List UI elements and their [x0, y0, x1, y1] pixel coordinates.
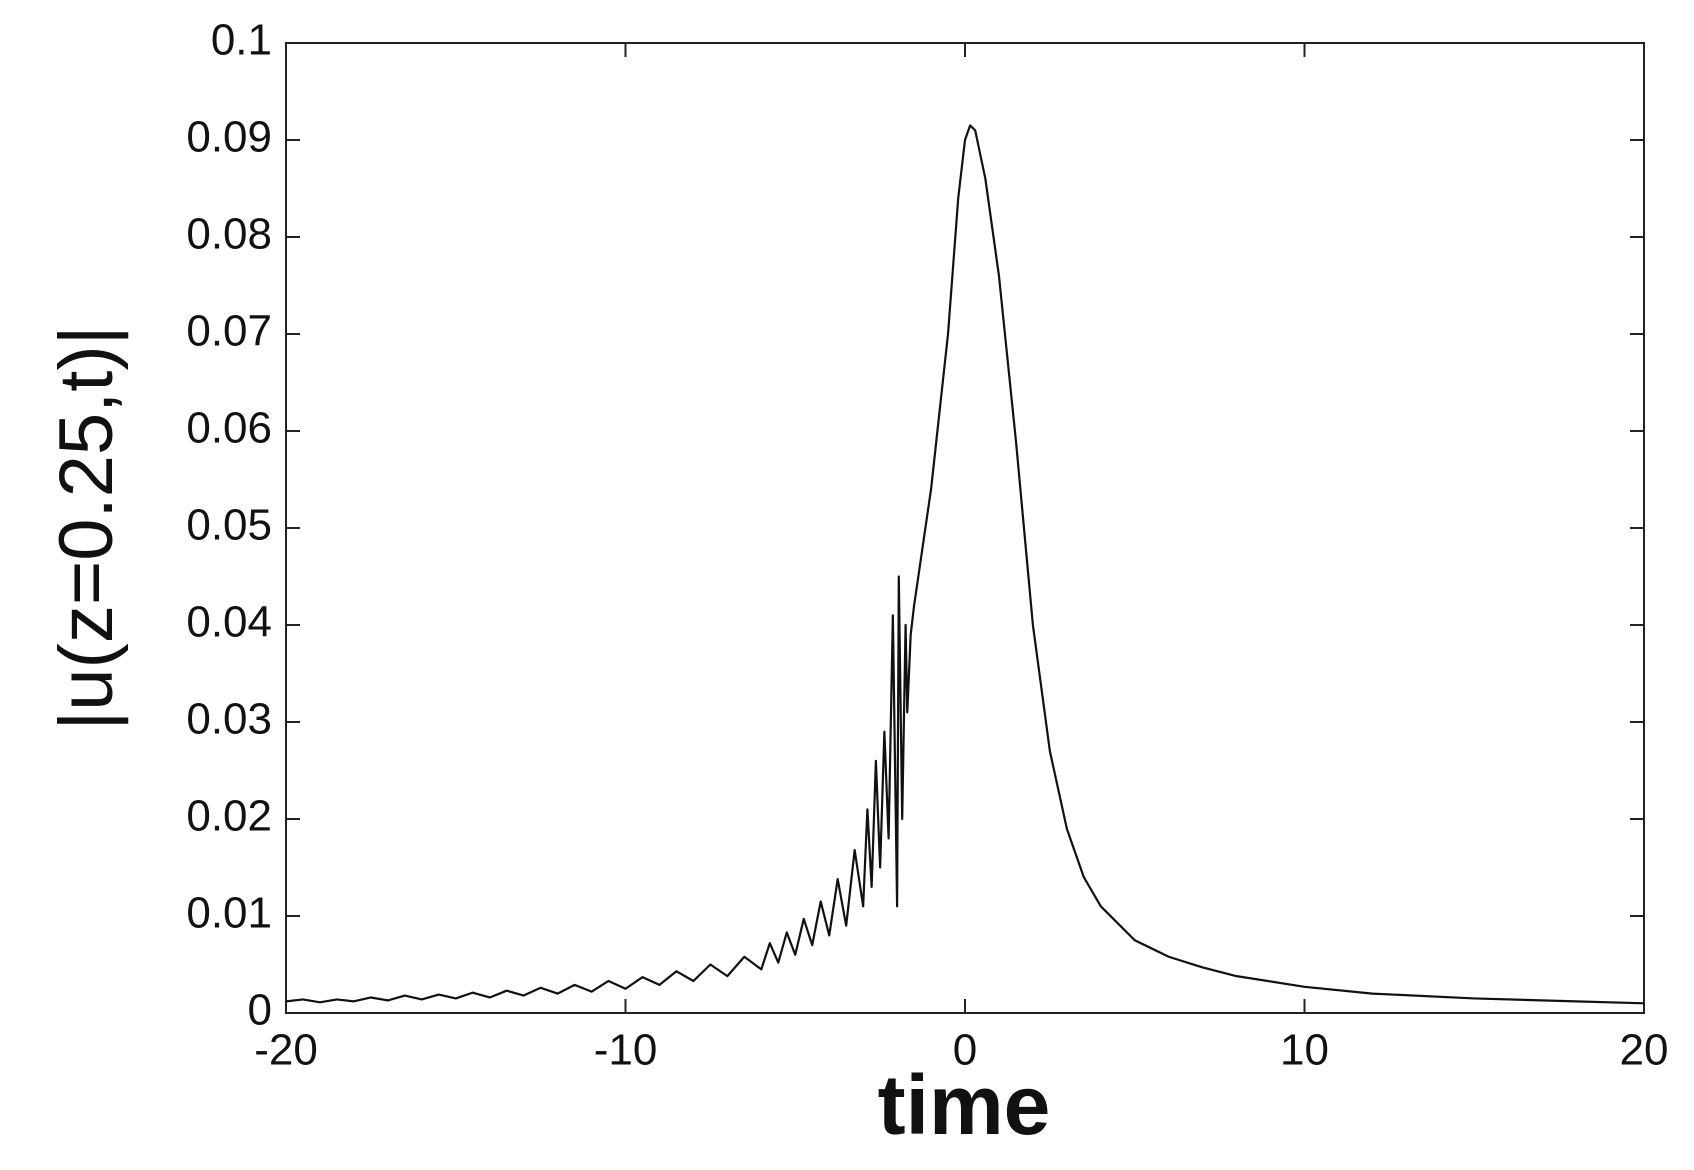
y-axis-label: |u(z=0.25,t)|: [44, 326, 129, 731]
y-tick-label: 0.06: [186, 404, 272, 453]
y-tick-label: 0.05: [186, 501, 272, 550]
y-tick-label: 0.1: [211, 16, 272, 65]
y-tick-label: 0.03: [186, 695, 272, 744]
y-tick-label: 0.07: [186, 307, 272, 356]
x-tick-label: -20: [254, 1026, 318, 1075]
x-tick-label: 10: [1280, 1026, 1329, 1075]
y-tick-label: 0: [248, 986, 272, 1035]
y-tick-label: 0.02: [186, 792, 272, 841]
y-tick-label: 0.01: [186, 889, 272, 938]
x-axis-label: time: [878, 1058, 1051, 1152]
data-line: [285, 124, 1645, 1005]
x-tick-label: -10: [594, 1026, 658, 1075]
y-tick-label: 0.09: [186, 113, 272, 162]
x-tick-label: 20: [1620, 1026, 1669, 1075]
plot-frame: [285, 42, 1645, 1014]
y-tick-label: 0.08: [186, 210, 272, 259]
x-tick-label: 0: [953, 1026, 977, 1075]
y-tick-label: 0.04: [186, 598, 272, 647]
